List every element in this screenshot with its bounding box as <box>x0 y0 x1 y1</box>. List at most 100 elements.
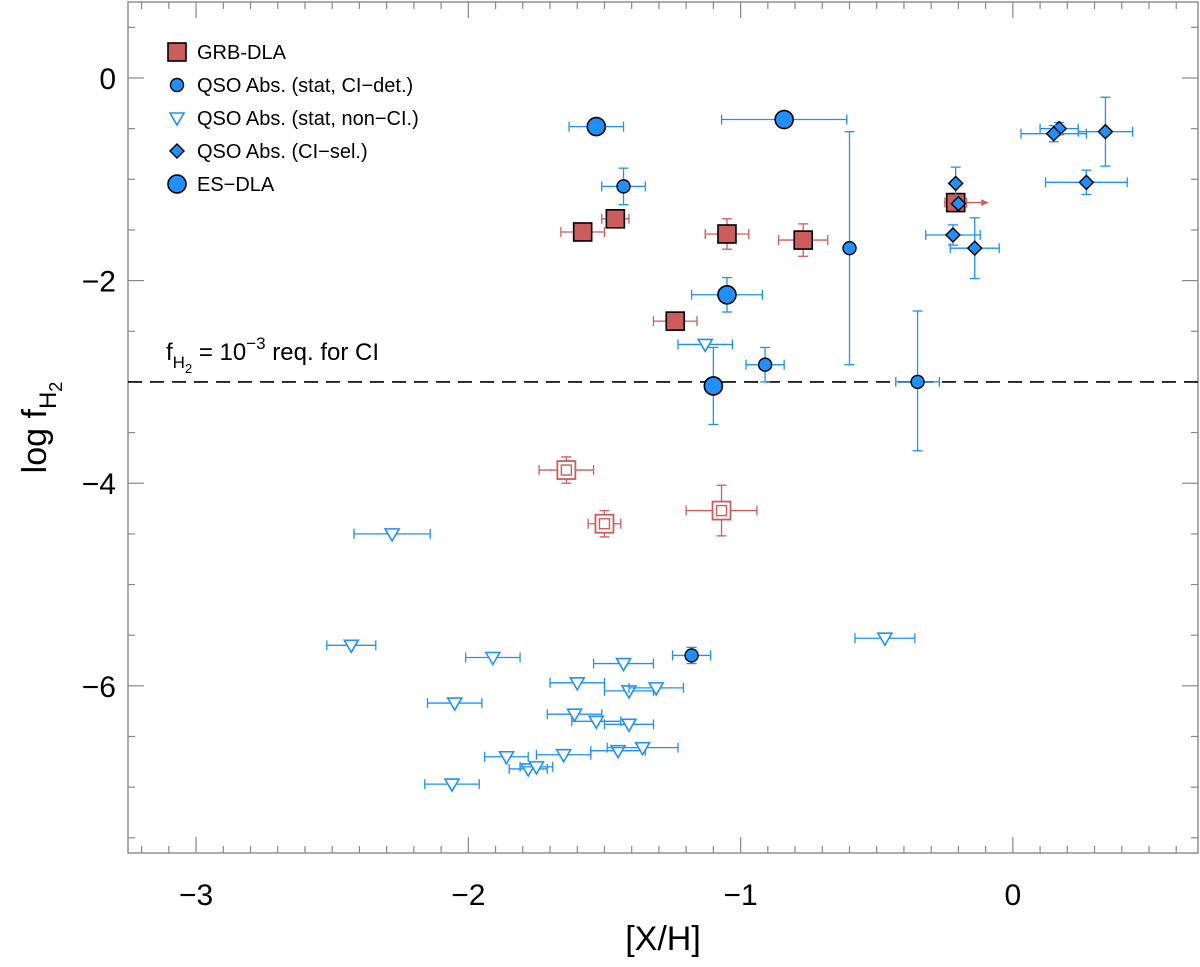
data-point <box>326 639 377 654</box>
legend-entry: GRB-DLA <box>167 42 287 64</box>
data-marker <box>594 513 615 534</box>
data-marker <box>842 240 857 256</box>
data-point <box>464 651 521 667</box>
data-marker <box>609 744 627 760</box>
data-point <box>1077 96 1134 167</box>
data-marker <box>556 460 577 480</box>
y-axis-title: log fH2 <box>16 382 66 474</box>
series-4 <box>925 96 1134 280</box>
data-point <box>560 222 606 242</box>
data-point <box>568 116 625 137</box>
data-point <box>652 311 698 331</box>
data-marker <box>634 741 651 757</box>
data-point <box>587 509 622 538</box>
data-marker <box>711 500 732 521</box>
legend-label: QSO Abs. (stat, non−CI.) <box>197 108 419 130</box>
x-tick-label: −2 <box>451 879 485 912</box>
legend-marker <box>169 143 185 159</box>
data-point <box>690 276 764 313</box>
data-marker <box>484 651 502 667</box>
data-point <box>925 224 981 246</box>
legend-marker <box>167 174 187 194</box>
series-3 <box>326 338 916 793</box>
data-point <box>519 761 554 776</box>
data-marker <box>793 230 814 250</box>
legend-marker <box>168 112 186 127</box>
data-marker <box>568 676 586 692</box>
data-marker <box>615 657 632 673</box>
data-marker <box>620 718 638 733</box>
data-point <box>778 223 829 257</box>
series-1 <box>538 456 758 538</box>
legend-label: QSO Abs. (stat, CI−det.) <box>197 75 413 97</box>
data-marker <box>528 761 545 776</box>
data-point <box>720 109 848 130</box>
data-marker <box>1045 125 1062 142</box>
series-0 <box>560 192 989 331</box>
data-marker <box>647 682 665 697</box>
data-point <box>535 748 592 764</box>
y-tick-label: −4 <box>82 468 116 501</box>
data-marker <box>717 224 737 244</box>
threshold-label: fH2 = 10−3 req. for CI <box>166 334 379 376</box>
data-point <box>1044 169 1128 196</box>
legend-marker <box>169 77 185 93</box>
legend-entry: QSO Abs. (stat, CI−det.) <box>169 75 413 97</box>
data-marker-inner <box>560 464 573 476</box>
data-point <box>854 632 916 647</box>
legend-entry: ES−DLA <box>167 174 275 196</box>
data-point <box>426 697 483 712</box>
data-point <box>949 217 1000 280</box>
legend-label: QSO Abs. (CI−sel.) <box>197 141 368 163</box>
data-marker <box>717 284 737 305</box>
data-marker <box>572 222 593 242</box>
data-point <box>677 338 734 354</box>
data-marker <box>944 227 961 244</box>
data-point <box>895 310 940 452</box>
y-tick-label: 0 <box>99 63 116 96</box>
data-marker <box>446 697 464 712</box>
data-point <box>546 708 603 723</box>
data-marker <box>703 376 724 396</box>
data-point <box>571 715 622 730</box>
data-point <box>704 218 750 250</box>
data-marker <box>947 175 964 192</box>
data-marker <box>605 209 626 229</box>
plot-frame <box>127 1 1199 854</box>
series-5 <box>568 109 848 426</box>
data-marker <box>950 195 967 212</box>
data-point <box>671 646 712 665</box>
legend-label: GRB-DLA <box>197 42 287 64</box>
data-marker <box>383 528 401 543</box>
data-marker <box>966 240 983 257</box>
data-marker <box>498 750 515 766</box>
data-point <box>353 528 431 543</box>
data-marker <box>566 708 583 723</box>
data-point <box>842 131 857 366</box>
data-marker-inner <box>598 518 611 530</box>
data-marker-inner <box>715 504 728 517</box>
series-2 <box>601 131 940 665</box>
data-marker <box>665 311 686 331</box>
legend-entry: QSO Abs. (stat, non−CI.) <box>168 108 419 130</box>
data-point <box>601 167 646 206</box>
data-marker <box>555 748 573 764</box>
data-marker <box>1078 174 1095 191</box>
data-marker <box>616 179 631 194</box>
data-point <box>592 657 655 673</box>
data-marker <box>586 116 607 137</box>
limit-arrowhead <box>981 199 989 207</box>
legend-marker <box>167 42 187 62</box>
data-point <box>538 456 595 484</box>
y-tick-label: −6 <box>82 671 116 704</box>
data-point <box>745 346 785 383</box>
legend-label: ES−DLA <box>197 174 275 196</box>
y-tick-label: −2 <box>82 266 116 299</box>
data-point <box>1020 124 1088 143</box>
x-tick-label: −1 <box>723 879 757 912</box>
data-point <box>424 778 480 793</box>
data-marker <box>587 715 605 730</box>
data-point <box>549 676 606 692</box>
